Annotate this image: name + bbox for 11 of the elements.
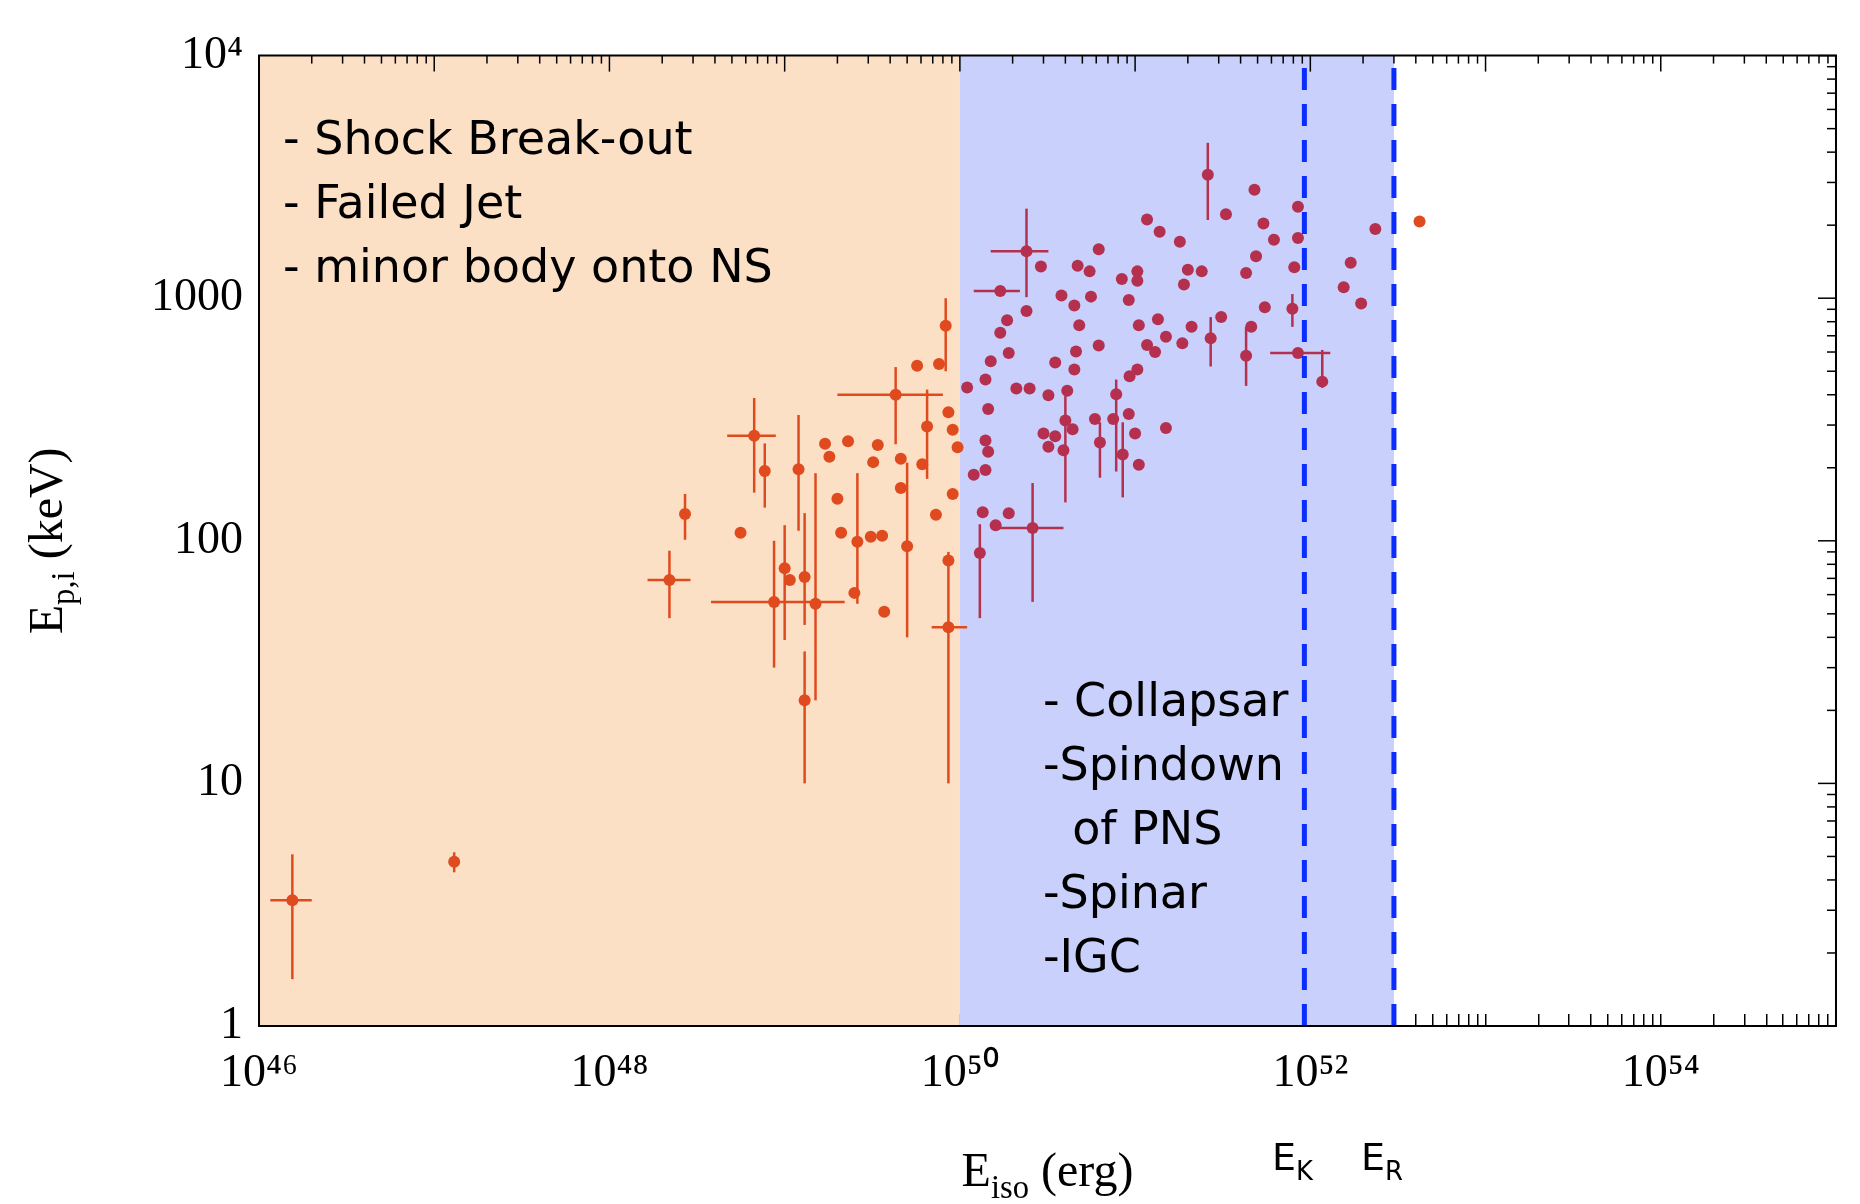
band-label: - Collapsar -Spindown of PNS -Spinar -IGC (1042, 673, 1289, 983)
y-tick-label: 1000 (151, 269, 243, 321)
x-tick-label: 10⁴⁸ (570, 1044, 649, 1096)
y-axis-title: Ep,i (keV) (19, 447, 81, 635)
x-tick-label: 10⁵² (1272, 1044, 1349, 1096)
x-tick-label: 10⁵⁰ (920, 1044, 999, 1096)
x-tick-label: 10⁵⁴ (1621, 1044, 1700, 1096)
y-tick-label: 10 (197, 754, 243, 806)
y-tick-label: 10⁴ (180, 26, 243, 78)
y-tick-label: 100 (174, 511, 243, 563)
band-label: - Shock Break-out - Failed Jet - minor body onto NS (283, 110, 773, 293)
